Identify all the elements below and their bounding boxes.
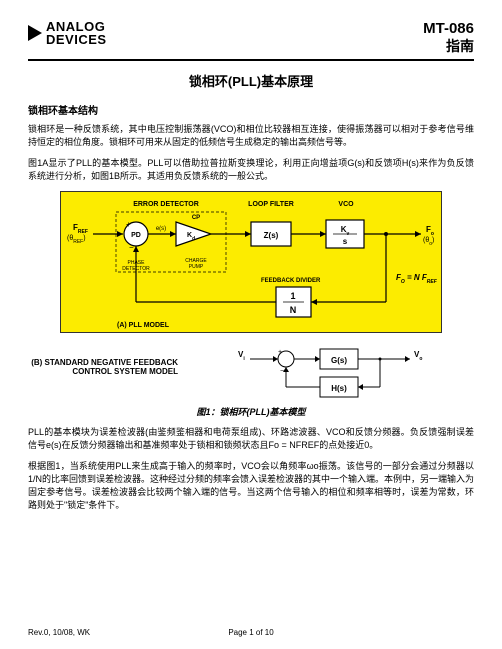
zs-text: Z(s) <box>264 231 279 240</box>
figure-1-caption: 图1：锁相环(PLL)基本模型 <box>28 405 474 418</box>
arrow-hs-in <box>358 384 363 390</box>
arrow-vco <box>320 231 326 237</box>
label-err-detector: ERROR DETECTOR <box>133 201 199 208</box>
pd-text: PD <box>131 232 141 239</box>
page-header: ANALOG DEVICES MT-086 指南 <box>28 20 474 61</box>
paragraph-3: PLL的基本模块为误差检波器(由鉴频鉴相器和电荷泵组成)、环路滤波器、VCO和反… <box>28 426 474 452</box>
hs-text: H(s) <box>331 384 347 393</box>
footer-center: Page 1 of 10 <box>28 628 474 637</box>
cp-triangle <box>176 222 211 246</box>
gs-text: G(s) <box>331 356 347 365</box>
panel-b-label: (B) STANDARD NEGATIVE FEEDBACK CONTROL S… <box>28 358 178 376</box>
plus2: + <box>278 349 282 356</box>
label-loop-filter: LOOP FILTER <box>248 201 294 208</box>
cp-label: CP <box>192 215 200 221</box>
one-text: 1 <box>290 291 295 301</box>
vi-label: Vi <box>238 350 245 362</box>
figure-1: ERROR DETECTOR LOOP FILTER VCO FREF (θRE… <box>28 191 474 418</box>
theta-ref: (θREF) <box>67 235 86 245</box>
pll-diagram: ERROR DETECTOR LOOP FILTER VCO FREF (θRE… <box>60 191 442 333</box>
charge-pump2: PUMP <box>189 264 204 270</box>
page: ANALOG DEVICES MT-086 指南 锁相环(PLL)基本原理 锁相… <box>0 0 502 649</box>
es-label: e(s) <box>156 226 166 232</box>
logo-triangle-icon <box>28 25 42 41</box>
n-text: N <box>290 305 297 315</box>
panel-a-label: (A) PLL MODEL <box>117 322 170 329</box>
paragraph-2: 图1A显示了PLL的基本模型。PLL可以借助拉普拉斯变换理论，利用正向增益项G(… <box>28 157 474 183</box>
arrow-fb2 <box>133 246 139 252</box>
feedback-diagram: Vi + − G(s) Vo <box>230 339 430 399</box>
paragraph-1: 锁相环是一种反馈系统，其中电压控制振荡器(VCO)和相位比较器相互连接，使得振荡… <box>28 123 474 149</box>
arrow-vi <box>273 356 278 362</box>
logo-line2: DEVICES <box>46 33 107 46</box>
arrow-in <box>117 231 123 237</box>
paragraph-4: 根据图1，当系统使用PLL来生成高于输入的频率时，VCO会以角频率ωo振荡。该信… <box>28 460 474 512</box>
pll-svg: ERROR DETECTOR LOOP FILTER VCO FREF (θRE… <box>61 192 441 332</box>
fb-svg: Vi + − G(s) Vo <box>230 339 430 399</box>
minus-sign: − <box>129 243 134 252</box>
arrow-gs <box>315 356 320 362</box>
eq-text: FO = N FREF <box>396 273 438 285</box>
logo: ANALOG DEVICES <box>28 20 107 46</box>
label-vco: VCO <box>338 201 354 208</box>
arrow-out <box>415 231 421 237</box>
fb-div-label: FEEDBACK DIVIDER <box>261 278 321 284</box>
fref-label: FREF <box>73 223 88 235</box>
doc-id-main: MT-086 <box>423 20 474 38</box>
fo-label: Fo <box>426 225 434 237</box>
doc-id-sub: 指南 <box>423 38 474 55</box>
theta-o: (θo) <box>423 237 434 247</box>
s-text: s <box>343 237 348 246</box>
vo-label: Vo <box>414 350 422 362</box>
arrow-zs <box>245 231 251 237</box>
doc-id: MT-086 指南 <box>423 20 474 55</box>
page-footer: Rev.0, 10/08, WK Page 1 of 10 <box>28 628 474 637</box>
figure-1b-row: (B) STANDARD NEGATIVE FEEDBACK CONTROL S… <box>28 335 474 399</box>
plus-sign: + <box>126 220 131 229</box>
logo-text: ANALOG DEVICES <box>46 20 107 46</box>
arrow-es <box>170 231 176 237</box>
section-heading: 锁相环基本结构 <box>28 102 474 117</box>
page-title: 锁相环(PLL)基本原理 <box>28 71 474 90</box>
arrow-fb1 <box>311 299 317 305</box>
arrow-vo <box>405 356 410 362</box>
